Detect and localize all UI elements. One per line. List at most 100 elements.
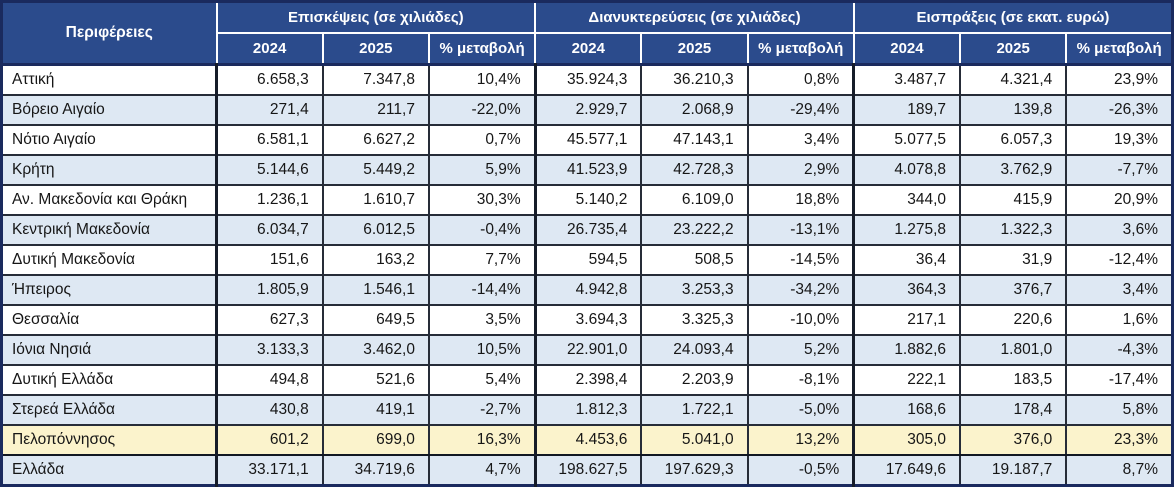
value-cell: 1,6%	[1065, 304, 1174, 336]
value-cell: 13,2%	[746, 424, 855, 456]
value-cell: 139,8	[959, 94, 1068, 126]
value-cell: -4,3%	[1065, 334, 1174, 366]
region-name-cell: Κεντρική Μακεδονία	[0, 214, 218, 246]
value-cell: -14,4%	[427, 274, 537, 306]
value-cell: 6.034,7	[214, 214, 324, 246]
value-cell: 1.236,1	[214, 184, 324, 216]
value-cell: 1.722,1	[640, 394, 749, 426]
region-name-cell: Ιόνια Νησιά	[0, 334, 218, 366]
column-header-receipts-2025: 2025	[959, 32, 1068, 66]
region-name-cell: Ήπειρος	[0, 274, 218, 306]
value-cell: -12,4%	[1065, 244, 1174, 276]
value-cell: 222,1	[852, 364, 962, 396]
value-cell: 0,7%	[427, 124, 537, 156]
value-cell: 415,9	[959, 184, 1068, 216]
value-cell: 5.077,5	[852, 124, 962, 156]
value-cell: 376,7	[959, 274, 1068, 306]
column-header-receipts-change: % μεταβολή	[1065, 32, 1174, 66]
column-header-regions: Περιφέρειες	[0, 0, 218, 66]
value-cell: 376,0	[959, 424, 1068, 456]
value-cell: 189,7	[852, 94, 962, 126]
table-row: Βόρειο Αιγαίο 271,4 211,7 -22,0% 2.929,7 2.06…	[0, 94, 1174, 126]
value-cell: -7,7%	[1065, 154, 1174, 186]
value-cell: 151,6	[214, 244, 324, 276]
value-cell: 1.610,7	[321, 184, 430, 216]
value-cell: 305,0	[852, 424, 962, 456]
value-cell: 430,8	[214, 394, 324, 426]
value-cell: 4.942,8	[533, 274, 643, 306]
value-cell: 3,4%	[1065, 274, 1174, 306]
value-cell: 18,8%	[746, 184, 855, 216]
value-cell: 1.546,1	[321, 274, 430, 306]
value-cell: 17.649,6	[852, 454, 962, 487]
region-name-cell: Στερεά Ελλάδα	[0, 394, 218, 426]
value-cell: 1.322,3	[959, 214, 1068, 246]
value-cell: 5.041,0	[640, 424, 749, 456]
value-cell: 521,6	[321, 364, 430, 396]
column-header-stays-2025: 2025	[640, 32, 749, 66]
value-cell: 36.210,3	[640, 63, 749, 96]
value-cell: 19,3%	[1065, 124, 1174, 156]
value-cell: 5.449,2	[321, 154, 430, 186]
value-cell: 699,0	[321, 424, 430, 456]
value-cell: -26,3%	[1065, 94, 1174, 126]
value-cell: 45.577,1	[533, 124, 643, 156]
value-cell: 24.093,4	[640, 334, 749, 366]
value-cell: 8,7%	[1065, 454, 1174, 487]
value-cell: -13,1%	[746, 214, 855, 246]
value-cell: -10,0%	[746, 304, 855, 336]
value-cell: 3,6%	[1065, 214, 1174, 246]
value-cell: -34,2%	[746, 274, 855, 306]
region-name-cell: Δυτική Ελλάδα	[0, 364, 218, 396]
value-cell: 3.462,0	[321, 334, 430, 366]
region-name-cell: Θεσσαλία	[0, 304, 218, 336]
value-cell: 2.203,9	[640, 364, 749, 396]
region-name-cell: Δυτική Μακεδονία	[0, 244, 218, 276]
value-cell: 33.171,1	[214, 454, 324, 487]
value-cell: 2.398,4	[533, 364, 643, 396]
value-cell: 1.882,6	[852, 334, 962, 366]
value-cell: 6.057,3	[959, 124, 1068, 156]
value-cell: 271,4	[214, 94, 324, 126]
value-cell: -2,7%	[427, 394, 537, 426]
value-cell: 594,5	[533, 244, 643, 276]
value-cell: 198.627,5	[533, 454, 643, 487]
value-cell: 19.187,7	[959, 454, 1068, 487]
table-row: Δυτική Ελλάδα 494,8 521,6 5,4% 2.398,4 2.203,…	[0, 364, 1174, 396]
value-cell: 4.078,8	[852, 154, 962, 186]
table-row: Νότιο Αιγαίο 6.581,1 6.627,2 0,7% 45.577,1 47…	[0, 124, 1174, 156]
value-cell: 22.901,0	[533, 334, 643, 366]
value-cell: 3.133,3	[214, 334, 324, 366]
region-name-cell: Πελοπόννησος	[0, 424, 218, 456]
value-cell: 20,9%	[1065, 184, 1174, 216]
value-cell: -0,5%	[746, 454, 855, 487]
value-cell: 6.012,5	[321, 214, 430, 246]
table-row: Αττική 6.658,3 7.347,8 10,4% 35.924,3 36.210,…	[0, 63, 1174, 96]
table-row: Αν. Μακεδονία και Θράκη 1.236,1 1.610,7 30,…	[0, 184, 1174, 216]
table-row: Δυτική Μακεδονία 151,6 163,2 7,7% 594,5 508,5…	[0, 244, 1174, 276]
table-row: Ελλάδα 33.171,1 34.719,6 4,7% 198.627,5 197.6…	[0, 454, 1174, 487]
value-cell: 197.629,3	[640, 454, 749, 487]
value-cell: -17,4%	[1065, 364, 1174, 396]
table-row: Ιόνια Νησιά 3.133,3 3.462,0 10,5% 22.901,0 24…	[0, 334, 1174, 366]
value-cell: 601,2	[214, 424, 324, 456]
value-cell: -14,5%	[746, 244, 855, 276]
value-cell: 211,7	[321, 94, 430, 126]
column-group-receipts: Εισπράξεις (σε εκατ. ευρώ)	[852, 0, 1174, 34]
region-name-cell: Νότιο Αιγαίο	[0, 124, 218, 156]
value-cell: -0,4%	[427, 214, 537, 246]
value-cell: 10,5%	[427, 334, 537, 366]
value-cell: 649,5	[321, 304, 430, 336]
value-cell: 6.109,0	[640, 184, 749, 216]
value-cell: 364,3	[852, 274, 962, 306]
column-header-visits-2024: 2024	[215, 32, 324, 66]
column-group-visits: Επισκέψεις (σε χιλιάδες)	[215, 0, 537, 34]
sub-header-row: 2024 2025 % μεταβολή 2024 2025 % μεταβολ…	[2, 32, 1174, 66]
value-cell: 3.694,3	[533, 304, 643, 336]
table-row: Πελοπόννησος 601,2 699,0 16,3% 4.453,6 5.041,…	[0, 424, 1174, 456]
table-row: Κρήτη 5.144,6 5.449,2 5,9% 41.523,9 42.728,3 2…	[0, 154, 1174, 186]
value-cell: 5,2%	[746, 334, 855, 366]
value-cell: 23.222,2	[640, 214, 749, 246]
value-cell: 42.728,3	[640, 154, 749, 186]
